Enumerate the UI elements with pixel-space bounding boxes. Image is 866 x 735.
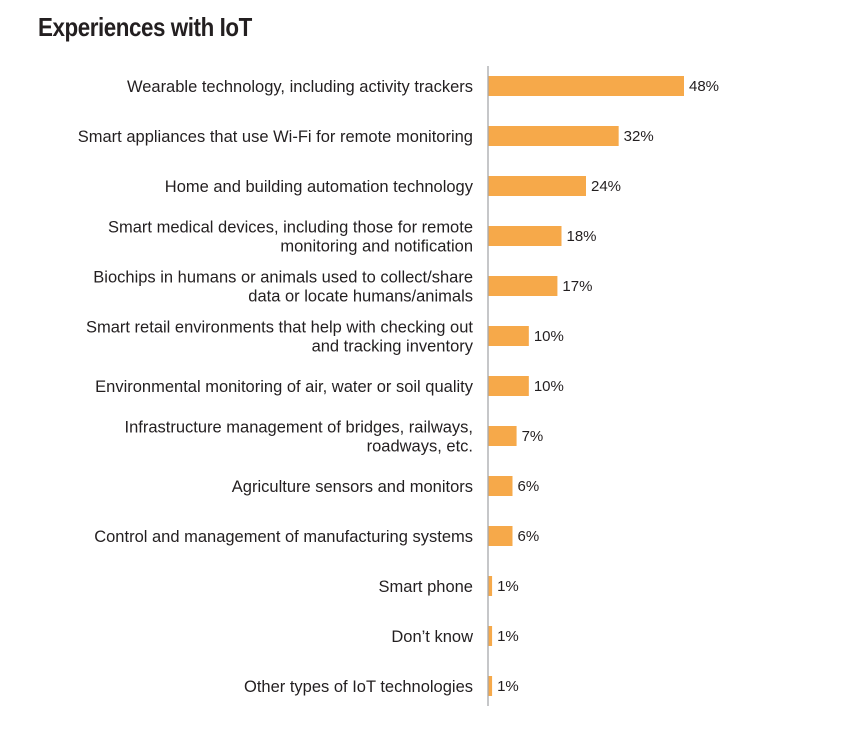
data-label: 1% (497, 678, 519, 695)
chart-title: Experiences with IoT (38, 12, 252, 42)
bar (488, 676, 493, 696)
bar (488, 326, 529, 346)
category-label: Smart appliances that use Wi-Fi for remo… (78, 128, 473, 146)
category-label: Biochips in humans or animals used to co… (93, 269, 473, 287)
category-label: Infrastructure management of bridges, ra… (125, 419, 474, 437)
bar (488, 576, 493, 596)
category-label: and tracking inventory (312, 338, 474, 356)
bars (488, 76, 684, 696)
category-label: monitoring and notification (280, 238, 473, 256)
data-label: 6% (518, 528, 540, 545)
bar (488, 476, 513, 496)
category-label: Don’t know (391, 628, 473, 646)
category-label: Smart phone (379, 578, 473, 596)
data-label: 48% (689, 78, 719, 95)
data-label: 1% (497, 628, 519, 645)
bar (488, 226, 562, 246)
category-label: Control and management of manufacturing … (94, 528, 473, 546)
category-labels: Wearable technology, including activity … (78, 78, 474, 696)
category-label: Wearable technology, including activity … (127, 78, 473, 96)
category-label: Other types of IoT technologies (244, 678, 473, 696)
bar (488, 426, 517, 446)
data-label: 10% (534, 328, 564, 345)
data-label: 1% (497, 578, 519, 595)
bar (488, 176, 586, 196)
bar (488, 376, 529, 396)
category-label: Home and building automation technology (165, 178, 474, 196)
category-label: Smart retail environments that help with… (86, 319, 473, 337)
bar (488, 126, 619, 146)
category-label: Environmental monitoring of air, water o… (95, 378, 474, 396)
data-label: 32% (624, 128, 654, 145)
value-labels: 48% 32% 24% 18% 17% 10% 10% 7% 6% 6% 1% 1% 1% (497, 78, 719, 695)
category-label: Smart medical devices, including those f… (108, 219, 473, 237)
data-label: 18% (567, 228, 597, 245)
bar (488, 76, 684, 96)
data-label: 24% (591, 178, 621, 195)
bar (488, 626, 493, 646)
bar (488, 526, 513, 546)
data-label: 10% (534, 378, 564, 395)
data-label: 6% (518, 478, 540, 495)
category-label: data or locate humans/animals (248, 288, 473, 306)
data-label: 7% (522, 428, 544, 445)
bar (488, 276, 558, 296)
data-label: 17% (562, 278, 592, 295)
category-label: roadways, etc. (367, 438, 473, 456)
category-label: Agriculture sensors and monitors (232, 478, 473, 496)
